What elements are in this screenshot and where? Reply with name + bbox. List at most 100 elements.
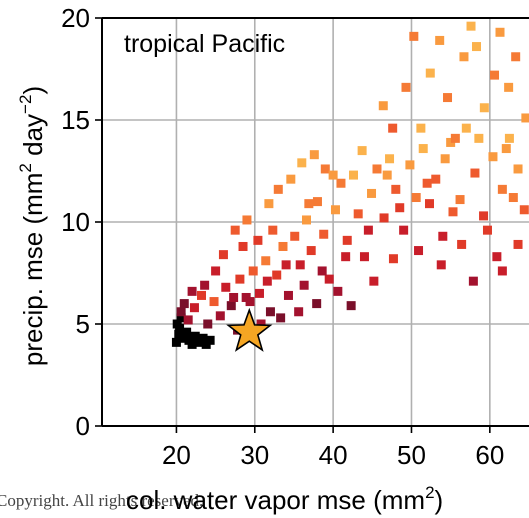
- data-point: [391, 184, 401, 194]
- data-point: [440, 154, 450, 164]
- x-tick-label: 30: [240, 440, 269, 470]
- y-axis-label-sup2: −2: [16, 95, 35, 114]
- data-point: [401, 82, 411, 92]
- data-point: [295, 260, 305, 270]
- y-tick-label: 0: [76, 411, 90, 441]
- data-point: [450, 133, 460, 143]
- data-point: [276, 313, 286, 323]
- data-point: [363, 225, 373, 235]
- y-tick-label: 15: [61, 105, 90, 135]
- data-point: [348, 170, 358, 180]
- data-point: [411, 193, 421, 203]
- data-point: [294, 307, 304, 317]
- data-point: [299, 280, 309, 290]
- data-point: [497, 266, 507, 276]
- data-point: [253, 235, 263, 245]
- data-point: [492, 252, 502, 262]
- data-point: [501, 144, 511, 154]
- data-point: [422, 178, 432, 188]
- data-point: [309, 150, 319, 160]
- data-point: [424, 199, 434, 209]
- data-point: [336, 178, 346, 188]
- data-point: [399, 225, 409, 235]
- data-point: [488, 152, 498, 162]
- data-point: [495, 27, 505, 37]
- data-point: [333, 286, 343, 296]
- y-axis-label: precip. mse (mm2 day−2): [16, 86, 48, 366]
- data-point: [209, 297, 219, 307]
- data-point: [341, 252, 351, 262]
- y-axis-label-mid: day: [18, 114, 48, 163]
- data-point: [245, 297, 255, 307]
- highlight-star: [226, 307, 273, 352]
- data-point: [468, 276, 478, 286]
- data-point: [448, 207, 458, 217]
- data-point: [378, 101, 388, 111]
- data-point: [317, 266, 327, 276]
- data-point: [425, 68, 435, 78]
- data-point: [457, 239, 467, 249]
- data-point: [189, 303, 199, 313]
- data-point: [367, 188, 377, 198]
- y-tick-label: 5: [76, 309, 90, 339]
- data-point: [388, 123, 398, 133]
- data-point: [461, 123, 471, 133]
- data-point: [414, 246, 424, 256]
- data-point: [197, 290, 207, 300]
- data-point: [230, 225, 240, 235]
- grid-lines: [102, 17, 529, 427]
- data-point: [504, 133, 514, 143]
- data-point: [312, 299, 322, 309]
- data-point: [183, 315, 193, 325]
- data-point: [482, 225, 492, 235]
- data-point: [242, 215, 252, 225]
- data-point: [388, 254, 398, 264]
- data-point: [286, 174, 296, 184]
- data-point-black: [192, 335, 202, 345]
- data-point: [211, 266, 221, 276]
- data-point: [504, 82, 514, 92]
- data-point: [272, 270, 282, 280]
- data-point: [357, 146, 367, 156]
- data-point: [312, 197, 322, 207]
- data-point: [264, 199, 274, 209]
- y-axis-label-sup1: 2: [16, 163, 35, 172]
- x-tick-label: 60: [475, 440, 504, 470]
- data-point: [306, 246, 316, 256]
- data-point: [416, 123, 426, 133]
- data-point: [179, 299, 189, 309]
- data-point: [278, 241, 288, 251]
- data-point: [324, 274, 334, 284]
- data-point-black: [171, 337, 181, 347]
- x-tick-labels: 20 30 40 50 60: [162, 426, 504, 470]
- data-point: [359, 252, 369, 262]
- data-point: [472, 42, 482, 52]
- data-point: [513, 164, 523, 174]
- data-point: [466, 21, 476, 31]
- data-point: [443, 93, 453, 103]
- data-point: [301, 215, 311, 225]
- data-point: [521, 113, 529, 123]
- data-point: [490, 70, 500, 80]
- star-marker: [226, 307, 273, 352]
- data-point: [446, 137, 456, 147]
- data-point-black: [174, 329, 184, 339]
- data-point: [187, 286, 197, 296]
- x-axis-label: col. water vapor mse (mm2): [126, 483, 443, 515]
- y-tick-label: 20: [61, 3, 90, 33]
- y-axis-label-main: precip. mse (mm: [18, 173, 48, 367]
- data-point: [409, 31, 419, 41]
- data-point: [215, 311, 225, 321]
- x-axis-label-end: ): [435, 485, 444, 515]
- data-point: [508, 193, 518, 203]
- y-tick-label: 10: [61, 207, 90, 237]
- data-point-black: [175, 323, 185, 333]
- data-point: [379, 213, 389, 223]
- data-point: [218, 250, 228, 260]
- data-point-black: [205, 335, 215, 345]
- data-point: [261, 256, 271, 266]
- data-point: [328, 170, 338, 180]
- data-point: [382, 170, 392, 180]
- data-point: [320, 164, 330, 174]
